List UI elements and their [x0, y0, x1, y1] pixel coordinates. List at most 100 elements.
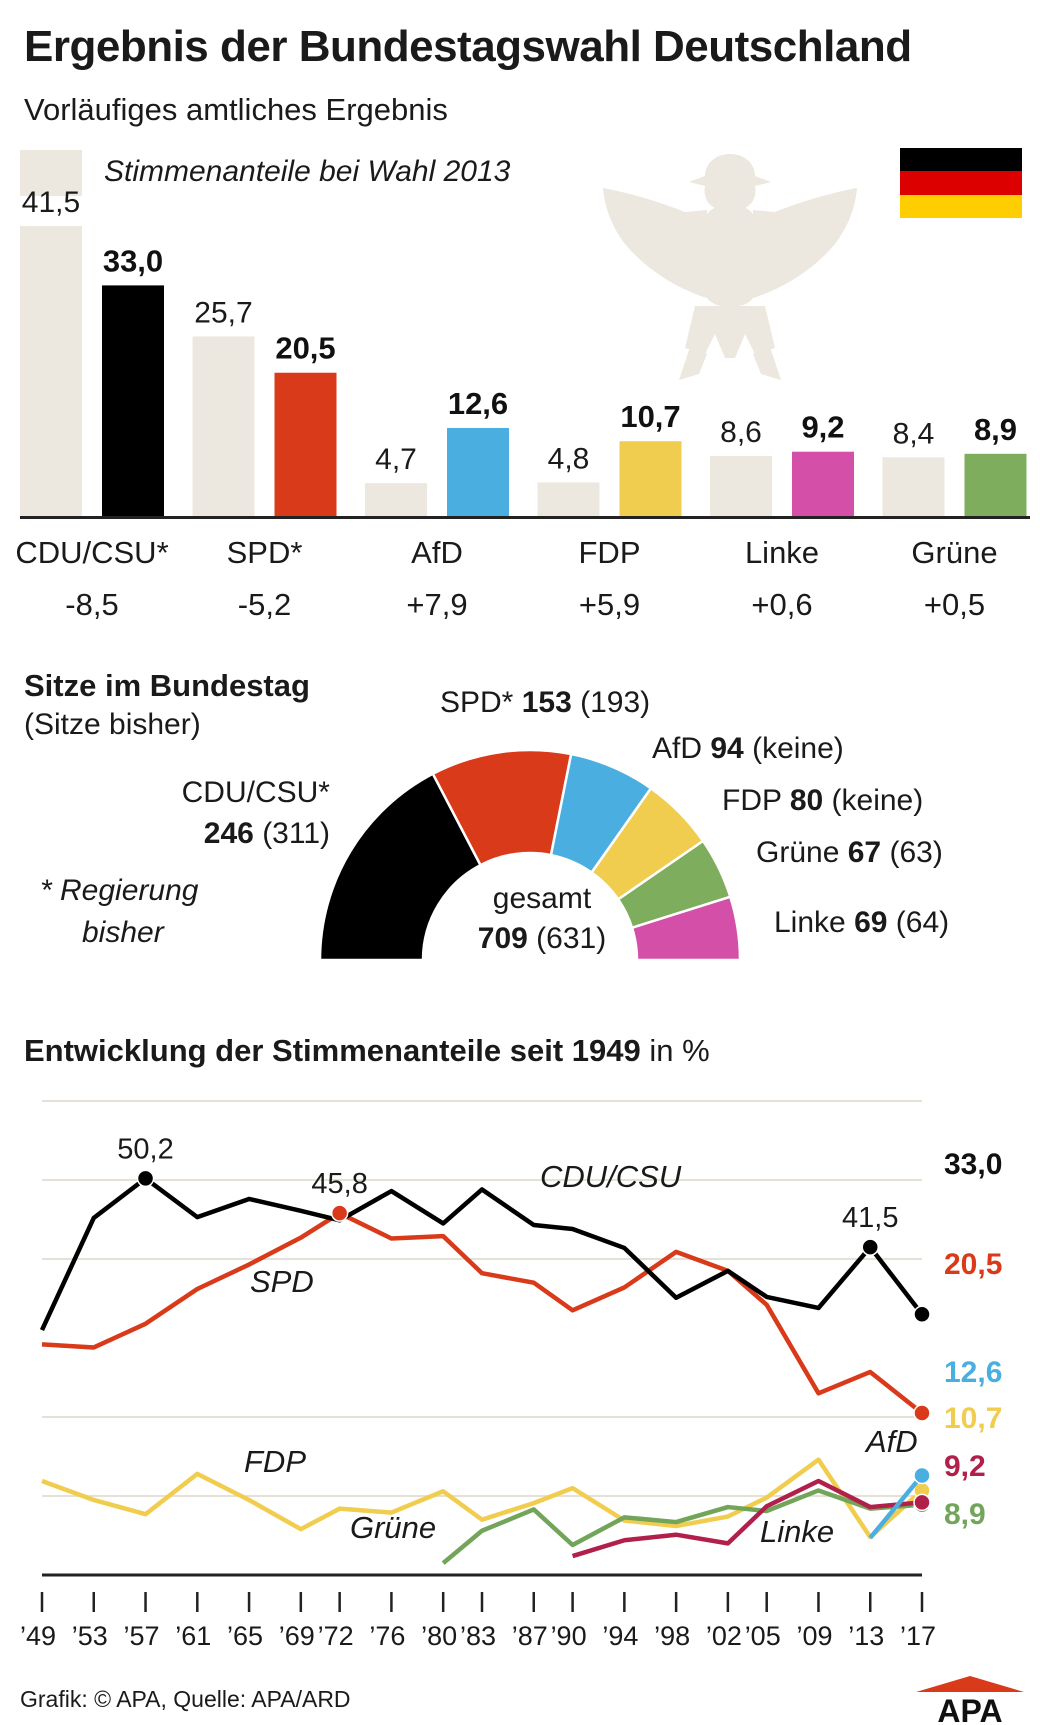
apa-logo: APA [916, 1676, 1024, 1724]
bar-change-linke: +0,6 [751, 587, 812, 622]
seat-prev-spd: (193) [580, 686, 651, 719]
trend-title: Entwicklung der Stimmenanteile seit 1949… [24, 1033, 710, 1069]
bar-category-fdp: FDP [579, 535, 641, 570]
seat-value-linke: 69 [854, 906, 888, 939]
bar-change-gruene: +0,5 [924, 587, 985, 622]
end-label-afd: 12,6 [944, 1356, 1002, 1389]
peak-label: 50,2 [117, 1133, 173, 1165]
x-tick-label: ’94 [602, 1621, 638, 1651]
seats-total-value: 709 [477, 922, 528, 955]
peak-dot-cdu-csu [861, 1238, 879, 1256]
seat-label-spd: SPD* 153 (193) [440, 686, 650, 720]
seat-label-afd: AfD 94 (keine) [652, 732, 844, 766]
bar-2013-afd [365, 483, 427, 516]
bar-label-2013-spd: 25,7 [194, 296, 252, 329]
seat-label-linke: Linke 69 (64) [774, 906, 949, 940]
seat-party-cdu: CDU/CSU* [181, 776, 330, 809]
bar-2013-cdu-csu [20, 226, 82, 516]
x-tick-label: ’69 [279, 1621, 315, 1651]
bar-label-2017-linke: 9,2 [801, 410, 844, 445]
series-label-afd: AfD [864, 1424, 918, 1459]
x-tick-label: ’13 [848, 1621, 884, 1651]
page-subtitle: Vorläufiges amtliches Ergebnis [24, 92, 448, 127]
seat-label-cdu: CDU/CSU* [60, 776, 330, 810]
bar-label-2017-gruene: 8,9 [974, 412, 1017, 447]
bar-label-2017-fdp: 10,7 [620, 399, 680, 434]
x-tick-label: ’76 [369, 1621, 405, 1651]
seats-total-prev: (631) [536, 922, 607, 955]
seat-prev-gruene: (63) [889, 836, 943, 869]
seat-segment-linke [630, 895, 742, 962]
seat-segment-cdu-csu [318, 772, 483, 962]
bar-2017-afd [447, 427, 509, 516]
bar-2013-linke [710, 455, 772, 516]
x-tick-label: ’02 [706, 1621, 742, 1651]
x-tick-label: ’61 [175, 1621, 211, 1651]
bar-label-2017-cdu-csu: 33,0 [103, 243, 163, 278]
seat-value-fdp: 80 [789, 784, 824, 817]
end-label-linke: 9,2 [944, 1450, 986, 1483]
bar-category-spd: SPD* [227, 535, 303, 570]
seat-prev-afd: (keine) [752, 732, 844, 765]
x-tick-label: ’05 [745, 1621, 781, 1651]
line-linke [571, 1478, 923, 1559]
bar-2013-gruene [882, 457, 945, 516]
footer-credit: Grafik: © APA, Quelle: APA/ARD [20, 1686, 351, 1712]
series-label-cdu-csu: CDU/CSU [540, 1159, 682, 1194]
bar-category-afd: AfD [411, 535, 463, 570]
x-tick-label: ’49 [20, 1621, 56, 1651]
line-fdp [41, 1457, 924, 1540]
trend-title-bold: Entwicklung der Stimmenanteile seit 1949 [24, 1033, 641, 1068]
seats-total: 709 (631) [432, 922, 652, 956]
legend-label-2013: Stimmenanteile bei Wahl 2013 [104, 155, 511, 188]
x-tick-label: ’72 [318, 1621, 354, 1651]
bar-2013-fdp [537, 482, 600, 516]
seat-party-spd: SPD* [440, 686, 514, 719]
bar-category-linke: Linke [745, 535, 819, 570]
seat-value-afd: 94 [710, 732, 744, 765]
line-gruene [441, 1488, 923, 1565]
seat-party-linke: Linke [774, 906, 846, 939]
bar-label-2013-cdu-csu: 41,5 [22, 186, 80, 219]
x-tick-label: ’87 [512, 1621, 548, 1651]
x-tick-label: ’17 [900, 1621, 936, 1651]
seat-prev-linke: (64) [895, 906, 950, 939]
seat-party-afd: AfD [652, 732, 703, 765]
bar-change-cdu-csu: -8,5 [65, 587, 118, 622]
bar-category-cdu-csu: CDU/CSU* [15, 535, 168, 570]
bar-label-2013-fdp: 4,8 [548, 442, 590, 475]
seat-value-cdu: 246 [203, 817, 254, 850]
bar-2013-spd [192, 336, 255, 516]
bar-category-gruene: Grüne [911, 535, 997, 570]
line-spd [41, 1210, 924, 1415]
seats-total-label: gesamt [492, 882, 592, 915]
peak-label: 45,8 [311, 1168, 367, 1200]
bar-label-2013-linke: 8,6 [720, 416, 762, 449]
x-tick-label: ’09 [796, 1621, 832, 1651]
note-line-2: bisher [82, 916, 164, 949]
seat-prev-fdp: (keine) [831, 784, 924, 817]
federal-eagle-icon [603, 154, 857, 380]
x-tick-label: ’90 [551, 1621, 587, 1651]
bar-change-afd: +7,9 [406, 587, 467, 622]
seat-value-spd: 153 [521, 686, 572, 719]
bar-change-spd: -5,2 [238, 587, 291, 622]
peak-dot-cdu-csu [136, 1169, 155, 1188]
german-flag [900, 148, 1022, 218]
seats-title: Sitze im Bundestag [24, 668, 310, 703]
seat-label-gruene: Grüne 67 (63) [756, 836, 943, 870]
seat-party-fdp: FDP [722, 784, 782, 817]
end-label-gruene: 8,9 [944, 1498, 986, 1531]
x-tick-label: ’80 [421, 1621, 457, 1651]
bar-2017-cdu-csu [102, 285, 164, 516]
government-note: * Regierung bisher [40, 870, 198, 954]
bar-label-2017-spd: 20,5 [275, 331, 335, 366]
x-tick-label: ’57 [124, 1621, 160, 1651]
peak-dot-spd [330, 1204, 349, 1222]
seat-label-fdp: FDP 80 (keine) [722, 784, 923, 818]
legend-swatch-2013 [20, 150, 82, 196]
end-dot-linke [913, 1493, 931, 1512]
seat-party-gruene: Grüne [756, 836, 840, 869]
trend-title-unit: in % [640, 1033, 710, 1068]
bar-change-fdp: +5,9 [579, 587, 640, 622]
